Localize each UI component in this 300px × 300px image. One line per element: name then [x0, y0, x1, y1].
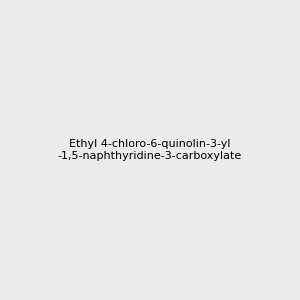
Text: Ethyl 4-chloro-6-quinolin-3-yl
-1,5-naphthyridine-3-carboxylate: Ethyl 4-chloro-6-quinolin-3-yl -1,5-naph… — [58, 139, 242, 161]
